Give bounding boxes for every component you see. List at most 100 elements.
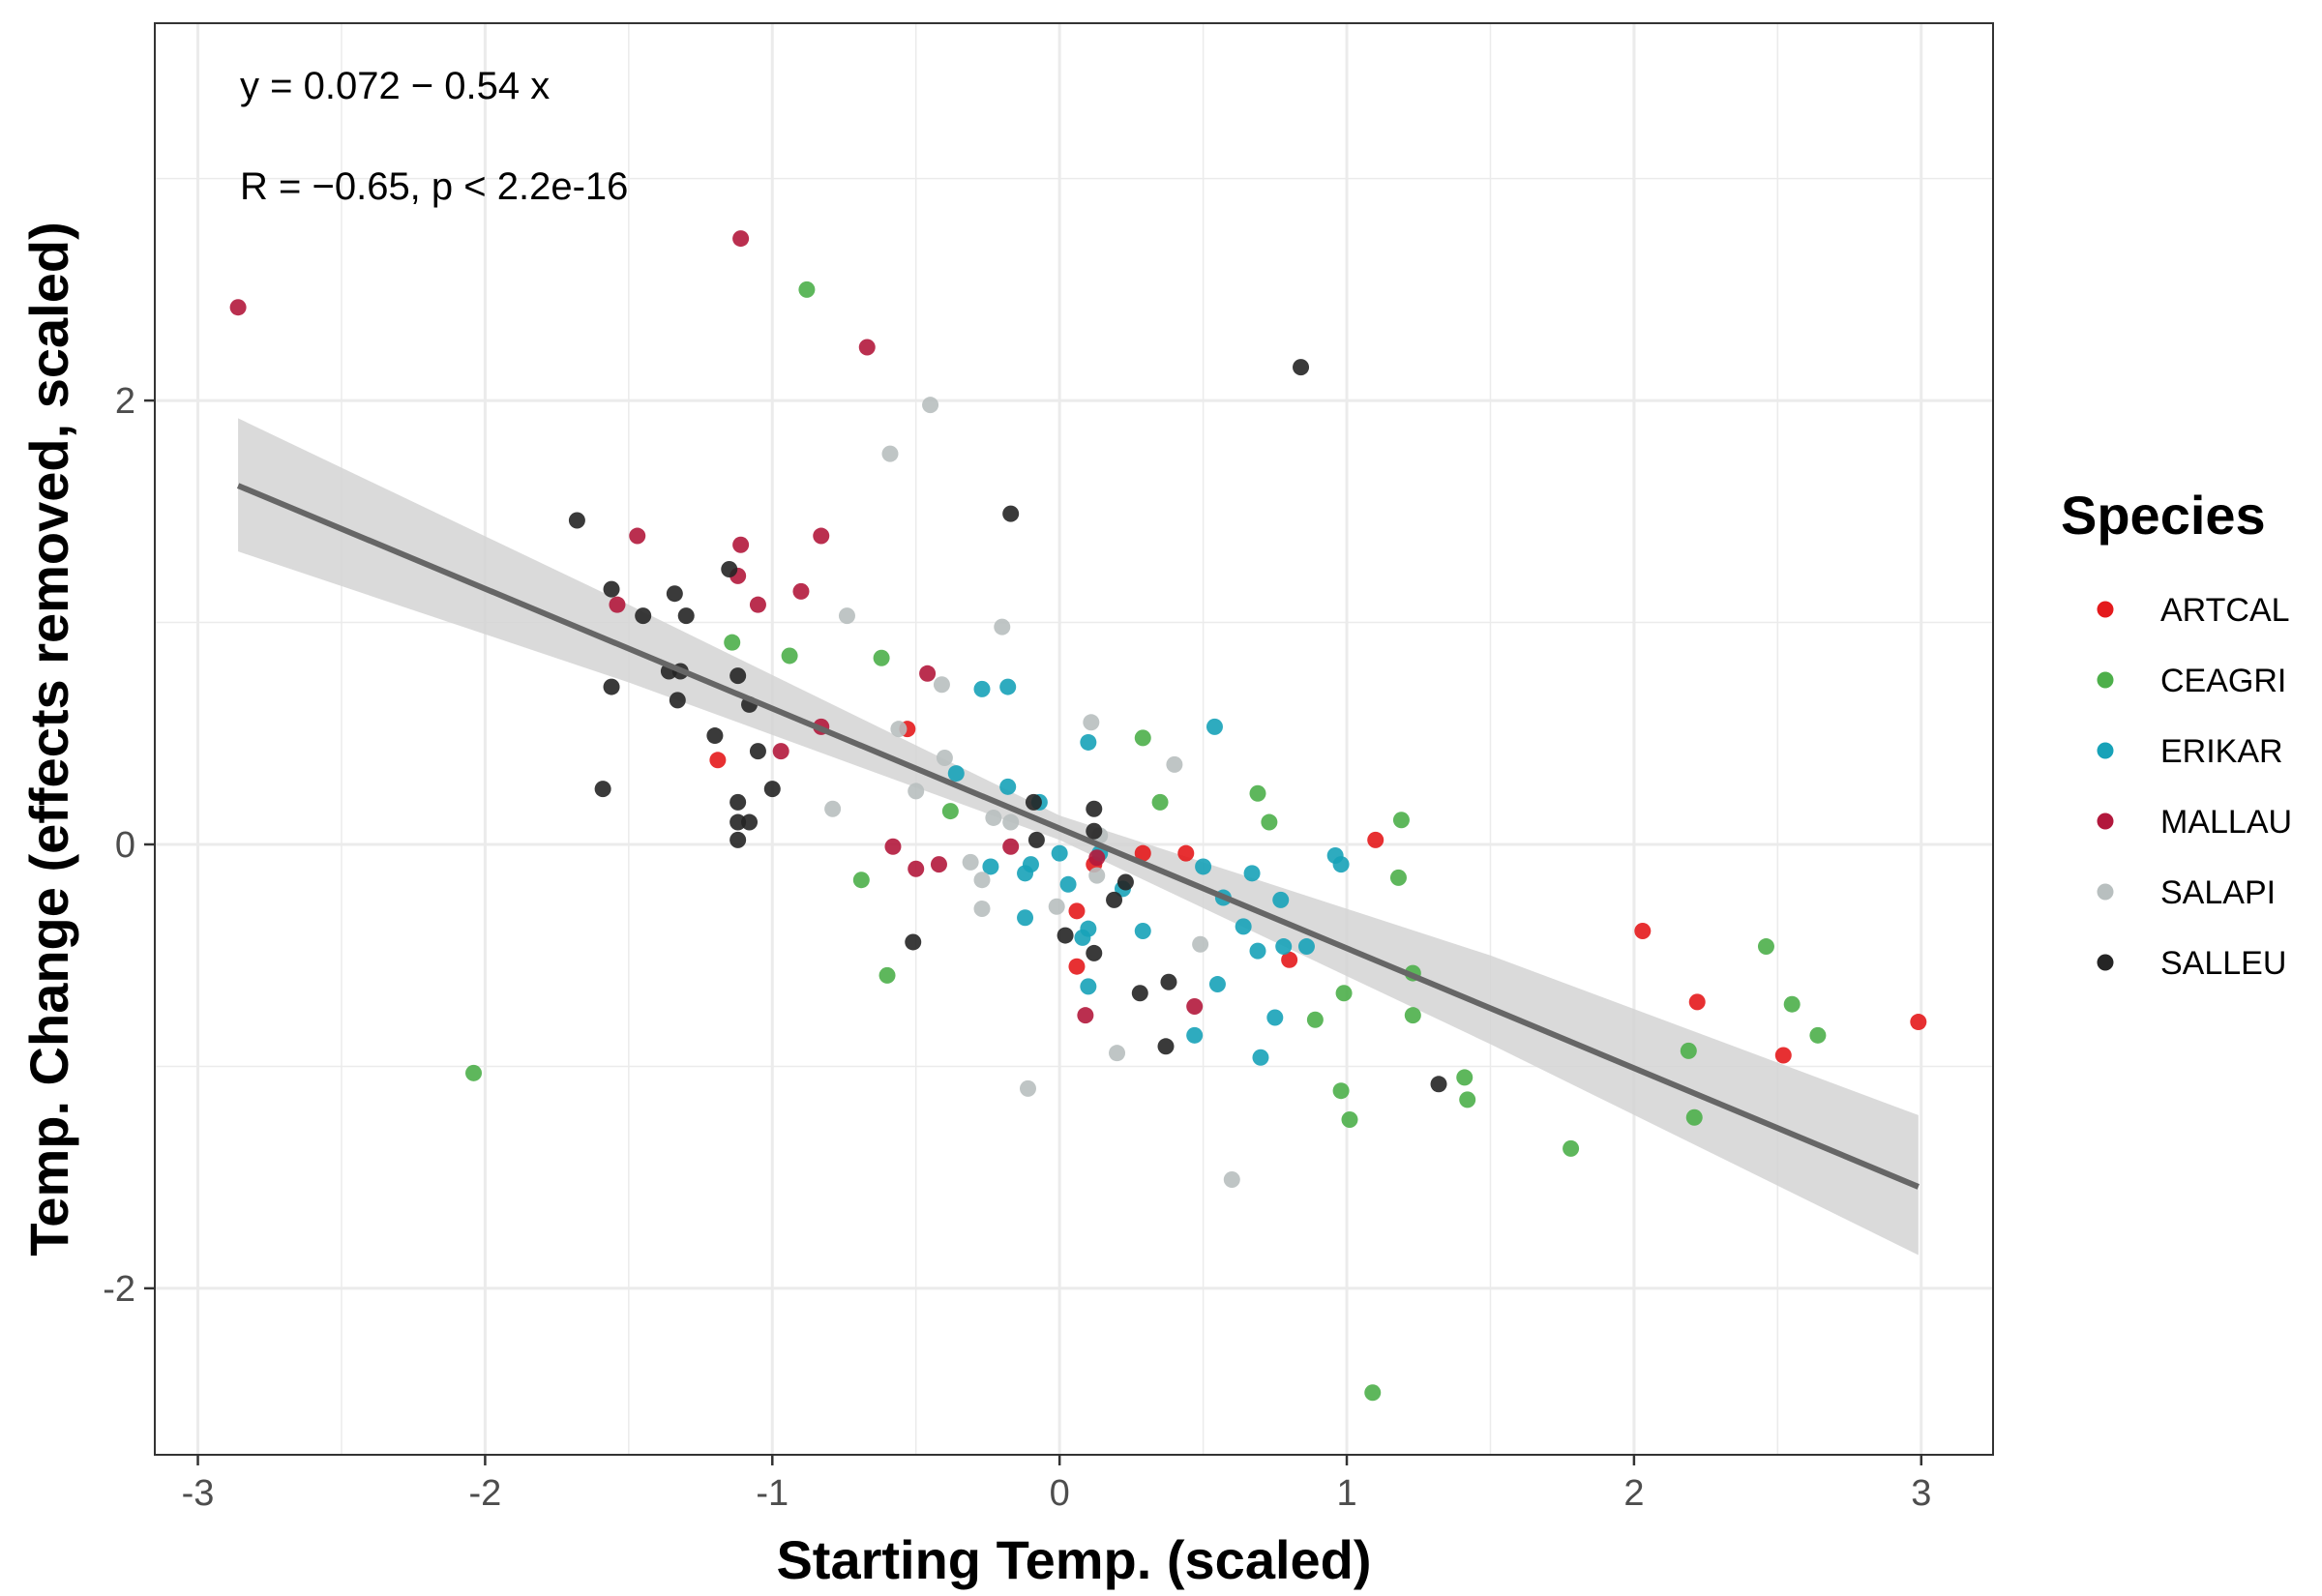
point-mallau [229,299,247,316]
legend-label-erikar: ERIKAR [2160,733,2283,770]
point-salapi [973,872,991,889]
point-salapi [1048,898,1065,915]
point-salapi [890,721,908,738]
point-salleu [749,743,766,760]
point-salleu [1131,985,1148,1002]
point-salapi [1002,813,1020,831]
point-mallau [772,743,789,760]
point-mallau [732,536,750,553]
point-erikar [1074,929,1091,946]
y-tick-label: 0 [115,825,135,866]
point-salleu [1086,800,1103,817]
point-salleu [677,607,695,625]
point-erikar [1059,875,1077,893]
point-erikar [1080,733,1097,751]
point-erikar [1249,942,1266,960]
point-salleu [763,781,781,798]
correlation-annotation: R = −0.65, p < 2.2e-16 [240,165,628,208]
point-ceagri [1134,729,1151,747]
point-ceagri [465,1064,483,1081]
point-salleu [635,607,652,625]
point-salapi [985,809,1002,826]
point-salleu [1025,793,1042,811]
point-ceagri [1404,1007,1421,1024]
point-salleu [666,585,683,603]
legend-key-erikar [2097,742,2114,759]
point-erikar [1275,938,1293,956]
point-artcal [1134,844,1151,862]
point-salleu [721,560,738,577]
equation-annotation: y = 0.072 − 0.54 x [240,65,550,107]
point-erikar [1051,844,1068,862]
point-mallau [930,856,947,873]
point-ceagri [1249,784,1266,802]
y-tick-label: -2 [103,1269,135,1310]
plot-panel-border [154,22,1994,1456]
point-artcal [709,752,727,769]
point-salleu [1086,822,1103,840]
point-erikar [1017,865,1034,882]
point-artcal [1367,831,1384,848]
point-erikar [1080,978,1097,995]
legend-key-mallau [2097,813,2114,830]
point-salleu [1106,891,1123,908]
x-tick-label: -1 [756,1473,789,1514]
point-erikar [1206,718,1223,735]
point-salapi [1223,1170,1240,1188]
point-erikar [1272,891,1290,908]
point-salleu [706,727,724,745]
point-salapi [908,783,925,800]
point-mallau [1077,1007,1094,1024]
x-tick-label: 0 [1050,1473,1070,1514]
legend-label-salapi: SALAPI [2160,874,2276,911]
point-ceagri [724,634,741,651]
point-artcal [1068,902,1086,920]
point-salleu [1002,505,1020,522]
point-ceagri [1332,1082,1350,1100]
legend-key-salapi [2097,883,2114,901]
point-erikar [1134,922,1151,939]
x-tick-label: 1 [1336,1473,1356,1514]
point-mallau [732,230,750,248]
point-salapi [962,853,979,871]
grid-minor [155,23,1993,1455]
point-mallau [1186,997,1204,1015]
point-salleu [729,813,747,831]
point-salleu [1057,927,1074,944]
point-salleu [729,831,747,848]
point-salleu [1116,873,1134,891]
point-salapi [1109,1045,1126,1062]
point-ceagri [878,966,896,984]
point-salleu [905,933,922,951]
point-salapi [994,618,1011,635]
point-ceagri [941,803,959,820]
point-mallau [858,339,876,356]
regression-line-layer [236,483,1920,1190]
point-erikar [1266,1009,1284,1026]
point-salleu [1027,831,1045,848]
point-ceagri [1151,793,1169,811]
legend-key-artcal [2097,601,2114,618]
y-axis-ticks: -2 0 2 [103,381,155,1310]
point-erikar [1195,858,1212,875]
point-ceagri [1456,1069,1474,1086]
point-salleu [568,512,585,529]
point-ceagri [1680,1042,1697,1059]
point-salapi [881,445,899,462]
point-mallau [919,665,937,682]
point-mallau [813,527,830,545]
legend-label-mallau: MALLAU [2160,804,2292,841]
point-ceagri [1261,813,1278,831]
point-salapi [973,901,991,918]
point-salleu [603,678,620,695]
y-tick-label: 2 [115,381,135,422]
point-salleu [669,692,686,709]
x-tick-label: 3 [1911,1473,1931,1514]
x-axis-title: Starting Temp. (scaled) [776,1529,1371,1590]
point-erikar [947,765,965,783]
point-ceagri [852,872,870,889]
point-mallau [1088,849,1106,867]
point-ceagri [798,281,816,298]
point-salleu [594,781,611,798]
